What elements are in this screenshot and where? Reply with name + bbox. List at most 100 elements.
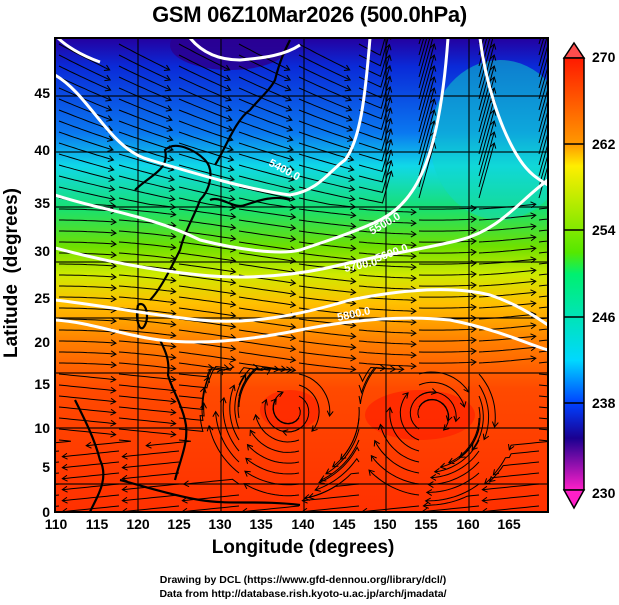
streamline bbox=[178, 274, 235, 284]
streamline bbox=[58, 153, 113, 171]
streamline bbox=[538, 97, 548, 133]
streamline-arrow bbox=[289, 366, 297, 374]
streamline bbox=[298, 131, 353, 151]
streamline-arrow bbox=[311, 425, 318, 432]
streamline bbox=[178, 365, 228, 378]
streamline bbox=[58, 131, 113, 151]
streamline bbox=[59, 329, 116, 333]
streamline bbox=[538, 108, 548, 144]
cold-core bbox=[170, 38, 290, 70]
streamline bbox=[183, 505, 240, 512]
streamline-arrow bbox=[429, 87, 437, 94]
streamline-arrow bbox=[181, 496, 188, 504]
streamline-arrow bbox=[229, 322, 237, 330]
streamline-arrow bbox=[2, 475, 8, 481]
streamline-arrow bbox=[200, 402, 207, 409]
streamline-arrow bbox=[385, 75, 393, 83]
streamline bbox=[490, 461, 540, 482]
streamline bbox=[55, 450, 60, 452]
streamline bbox=[298, 120, 352, 141]
streamline bbox=[358, 161, 392, 193]
streamline bbox=[371, 456, 420, 485]
streamline bbox=[238, 296, 295, 306]
streamline-arrow bbox=[110, 419, 117, 427]
streamline-arrow bbox=[350, 310, 357, 318]
streamline bbox=[298, 98, 352, 121]
streamline bbox=[118, 362, 175, 370]
streamline bbox=[238, 131, 293, 151]
streamline-arrow bbox=[490, 0, 497, 6]
streamline-arrow bbox=[430, 0, 437, 6]
credit-data: Data from http://database.rish.kyoto-u.a… bbox=[159, 588, 447, 600]
streamline bbox=[238, 109, 292, 131]
streamline bbox=[178, 368, 222, 389]
streamline-arrow bbox=[286, 115, 293, 122]
streamline bbox=[418, 143, 435, 199]
streamline bbox=[238, 219, 295, 229]
streamline-arrow bbox=[289, 301, 297, 308]
streamline-arrow bbox=[470, 292, 477, 300]
streamline bbox=[59, 219, 116, 223]
streamline-arrow bbox=[108, 175, 116, 182]
streamline-arrow bbox=[252, 363, 259, 371]
streamline-arrow bbox=[410, 307, 417, 315]
streamline-arrow bbox=[61, 452, 68, 460]
streamline-arrow bbox=[346, 125, 354, 132]
streamline bbox=[389, 408, 420, 452]
streamline bbox=[358, 219, 415, 224]
streamline bbox=[374, 441, 420, 474]
streamline-arrow bbox=[350, 233, 357, 241]
streamline bbox=[178, 241, 235, 251]
streamline-arrow bbox=[429, 109, 437, 116]
streamline-arrow bbox=[550, 54, 557, 60]
streamline-arrow bbox=[390, 365, 397, 373]
streamline-arrow bbox=[289, 290, 297, 297]
streamline-arrow bbox=[253, 413, 260, 421]
streamline-arrow bbox=[386, 406, 393, 414]
streamline-arrow bbox=[550, 120, 557, 126]
streamline-arrow bbox=[229, 212, 237, 220]
streamline bbox=[118, 109, 172, 131]
streamline bbox=[63, 461, 120, 469]
streamline-arrow bbox=[121, 496, 128, 504]
streamline-arrow bbox=[550, 98, 557, 104]
streamline bbox=[315, 457, 360, 491]
streamline bbox=[485, 472, 540, 484]
streamline-arrow bbox=[491, 421, 499, 428]
streamline-arrow bbox=[470, 259, 477, 267]
streamline-arrow bbox=[402, 392, 409, 399]
streamline bbox=[118, 351, 175, 359]
streamline bbox=[58, 98, 112, 121]
x-tick-label: 130 bbox=[208, 516, 232, 532]
streamline bbox=[264, 400, 300, 433]
streamline bbox=[358, 362, 415, 367]
streamline-arrow bbox=[280, 365, 287, 373]
streamline-arrow bbox=[289, 345, 297, 352]
streamline-arrow bbox=[110, 408, 117, 416]
streamline bbox=[418, 273, 476, 276]
streamline bbox=[178, 388, 205, 421]
streamline-arrow bbox=[2, 453, 8, 459]
streamline bbox=[59, 307, 116, 311]
streamline bbox=[358, 98, 391, 130]
streamline bbox=[178, 307, 235, 317]
streamline-arrow bbox=[422, 502, 429, 509]
streamline bbox=[478, 132, 495, 188]
streamline bbox=[418, 110, 435, 166]
streamline-arrow bbox=[229, 267, 237, 275]
streamline-arrow bbox=[229, 384, 236, 392]
streamline-arrow bbox=[373, 439, 380, 447]
streamline-arrow bbox=[121, 463, 128, 471]
streamline bbox=[538, 53, 548, 89]
streamline-arrow bbox=[410, 230, 417, 238]
streamline-arrow bbox=[350, 365, 357, 373]
streamline bbox=[363, 505, 420, 512]
streamline-arrow bbox=[470, 248, 477, 256]
streamline-arrow bbox=[206, 424, 214, 432]
streamline bbox=[358, 351, 415, 356]
streamline-arrow bbox=[170, 430, 177, 438]
streamline bbox=[298, 87, 351, 111]
streamline bbox=[178, 230, 235, 240]
streamline-arrow bbox=[550, 76, 557, 82]
streamline-arrow bbox=[346, 135, 354, 142]
